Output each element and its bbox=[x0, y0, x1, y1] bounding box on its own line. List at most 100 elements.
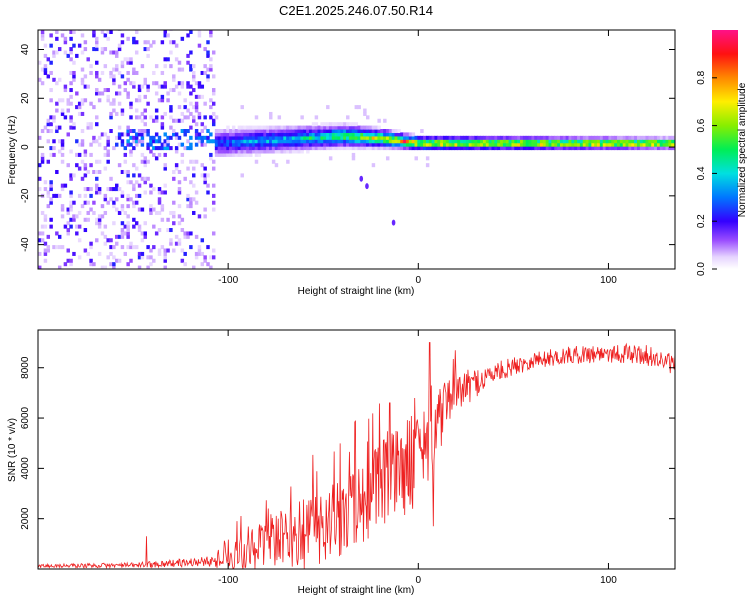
spectrogram-cell bbox=[186, 197, 190, 202]
spectrogram-cell bbox=[605, 146, 610, 151]
spectrogram-cell bbox=[294, 139, 299, 144]
spectrogram-cell bbox=[117, 187, 122, 192]
spectrogram-cell bbox=[180, 129, 185, 134]
spectrogram-cell bbox=[52, 139, 56, 144]
spectrogram-cell bbox=[311, 135, 316, 140]
spectrogram-cell bbox=[337, 135, 341, 140]
spectrogram-cell bbox=[283, 146, 287, 151]
spectrogram-artifact bbox=[359, 175, 364, 182]
spectrogram-cell bbox=[217, 149, 222, 154]
spectrogram-cell bbox=[154, 81, 159, 86]
spectrogram-cell bbox=[103, 64, 108, 69]
spectrogram-cell bbox=[186, 146, 190, 151]
spectrogram-cell bbox=[46, 248, 51, 253]
spectrogram-cell bbox=[662, 135, 667, 140]
spectrogram-cell bbox=[177, 169, 182, 174]
spectrogram-cell bbox=[157, 190, 162, 195]
spectrogram-cell bbox=[471, 142, 475, 147]
spectrogram-cell bbox=[619, 146, 624, 151]
spectrogram-cell bbox=[559, 142, 564, 147]
spectrogram-cell bbox=[186, 139, 190, 144]
spectrogram-cell bbox=[117, 135, 122, 140]
spectrogram-cell bbox=[534, 142, 538, 147]
spectrogram-cell bbox=[331, 135, 336, 140]
spectrogram-cell bbox=[385, 135, 390, 140]
spectrogram-cell bbox=[83, 40, 88, 45]
spectrogram-cell bbox=[97, 217, 102, 222]
spectrogram-cell bbox=[520, 139, 524, 144]
spectrogram-cell bbox=[80, 67, 85, 72]
spectrogram-x-tick-label: -100 bbox=[218, 275, 238, 286]
spectrogram-cell bbox=[194, 135, 199, 140]
spectrogram-cell bbox=[317, 135, 321, 140]
spectrogram-cell bbox=[103, 33, 108, 38]
spectrogram-cell bbox=[134, 115, 139, 120]
spectrogram-cell bbox=[585, 135, 590, 140]
spectrogram-cell bbox=[140, 132, 145, 137]
spectrogram-cell bbox=[297, 135, 301, 140]
spectrogram-cell bbox=[437, 146, 441, 151]
spectrogram-cell bbox=[146, 132, 150, 137]
spectrogram-cell bbox=[597, 142, 601, 147]
spectrogram-cell bbox=[89, 241, 93, 246]
spectrogram-cell bbox=[269, 149, 273, 154]
spectrogram-cell bbox=[186, 108, 190, 113]
spectrogram-cell bbox=[271, 139, 276, 144]
spectrogram-cell bbox=[129, 197, 133, 202]
spectrogram-cell bbox=[192, 159, 196, 164]
spectrogram-cell bbox=[109, 262, 113, 267]
spectrogram-cell bbox=[169, 241, 173, 246]
spectrogram-cell bbox=[189, 111, 193, 116]
spectrogram-cell bbox=[531, 142, 535, 147]
spectrogram-cell bbox=[229, 135, 233, 140]
spectrogram-cell bbox=[654, 135, 658, 140]
spectrogram-cell bbox=[223, 129, 227, 134]
spectrogram-cell bbox=[254, 129, 259, 134]
spectrogram-cell bbox=[368, 139, 373, 144]
spectrogram-cell bbox=[132, 146, 136, 151]
spectrogram-cell bbox=[494, 135, 498, 140]
spectrogram-cell bbox=[314, 132, 319, 137]
spectrogram-cell bbox=[100, 50, 105, 55]
spectrogram-cell bbox=[112, 146, 116, 151]
spectrogram-cell bbox=[240, 152, 244, 157]
spectrogram-cell bbox=[183, 105, 187, 110]
spectrogram-cell bbox=[106, 94, 110, 99]
spectrogram-cell bbox=[146, 176, 150, 181]
spectrogram-cell bbox=[95, 169, 99, 174]
spectrogram-cell bbox=[100, 47, 105, 52]
spectrogram-cell bbox=[112, 255, 116, 260]
spectrogram-cell bbox=[189, 101, 193, 106]
spectrogram-cell bbox=[83, 149, 88, 154]
spectrogram-cell bbox=[568, 146, 572, 151]
spectrogram-cell bbox=[92, 47, 96, 52]
spectrogram-cell bbox=[286, 139, 290, 144]
spectrogram-cell bbox=[274, 129, 279, 134]
spectrogram-cell bbox=[300, 149, 304, 154]
spectrogram-cell bbox=[240, 135, 244, 140]
spectrogram-cell bbox=[126, 262, 130, 267]
spectrogram-cell bbox=[75, 53, 79, 58]
spectrogram-cell bbox=[89, 163, 93, 168]
spectrogram-cell bbox=[86, 210, 90, 215]
spectrogram-cell bbox=[132, 173, 136, 178]
spectrogram-cell bbox=[462, 135, 467, 140]
spectrogram-cell bbox=[451, 142, 456, 147]
spectrogram-cell bbox=[92, 33, 96, 38]
spectrogram-cell bbox=[397, 139, 401, 144]
spectrogram-cell bbox=[69, 57, 73, 62]
spectrogram-cell bbox=[579, 139, 584, 144]
spectrogram-cell bbox=[348, 129, 353, 134]
spectrogram-cell bbox=[192, 115, 196, 120]
spectrogram-cell bbox=[49, 180, 53, 185]
spectrogram-cell bbox=[157, 135, 162, 140]
spectrogram-cell bbox=[648, 146, 652, 151]
spectrogram-cell bbox=[112, 265, 116, 269]
spectrogram-cell bbox=[443, 146, 447, 151]
spectrogram-cell bbox=[337, 146, 341, 151]
spectrogram-cell bbox=[140, 118, 145, 123]
spectrogram-cell bbox=[163, 248, 167, 253]
spectrogram-cell bbox=[648, 142, 652, 147]
spectrogram-cell bbox=[120, 132, 125, 137]
spectrogram-cell bbox=[209, 132, 213, 137]
